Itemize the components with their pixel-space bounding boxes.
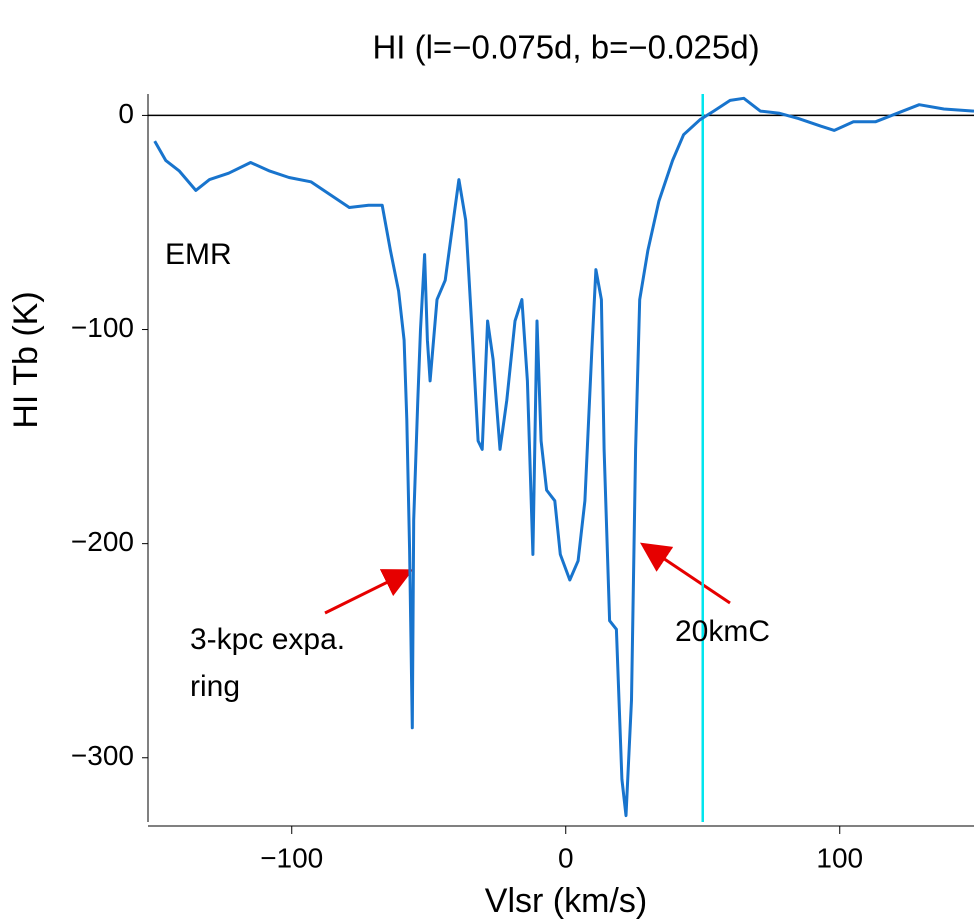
- y-tick-label: 0: [118, 98, 134, 129]
- x-tick-label: 100: [816, 842, 863, 873]
- arrow: [324, 569, 414, 615]
- y-tick-label: −100: [71, 312, 134, 343]
- y-tick-label: −200: [71, 526, 134, 557]
- y-axis-label: HI Tb (K): [7, 291, 45, 428]
- y-tick-label: −300: [71, 740, 134, 771]
- x-tick-label: −100: [260, 842, 323, 873]
- annotation: 3-kpc expa.: [190, 623, 345, 656]
- x-axis-label: Vlsr (km/s): [485, 882, 647, 920]
- annotation: EMR: [165, 238, 232, 271]
- annotation: 20kmC: [675, 615, 770, 648]
- data-line: [153, 96, 974, 818]
- annotation: ring: [190, 670, 240, 703]
- arrow: [640, 542, 731, 605]
- chart-title: HI (l=−0.075d, b=−0.025d): [372, 29, 759, 66]
- x-tick-label: 0: [558, 842, 574, 873]
